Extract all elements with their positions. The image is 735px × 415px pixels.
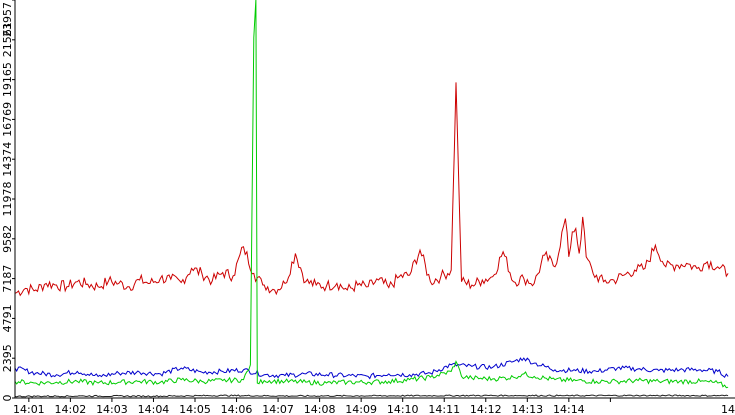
x-tick-label: 14:14 <box>553 403 585 415</box>
y-tick-label: 4791 <box>1 304 14 332</box>
x-axis-ticks: 14:01 14:02 14:03 14:04 14:05 14:06 14:07 14:08… <box>13 398 735 415</box>
y-tick-label: 2395 <box>1 344 14 372</box>
y-tick-label: 14374 <box>1 142 14 177</box>
series-line-2 <box>14 357 729 380</box>
y-tick-label: 23957 <box>1 2 14 37</box>
y-tick-label: 7187 <box>1 265 14 293</box>
x-tick-label: 14:12 <box>470 403 502 415</box>
x-tick-label: 14:05 <box>179 403 211 415</box>
series-line-1 <box>14 82 729 297</box>
y-tick-label: 0 <box>1 395 14 402</box>
x-tick-label: 14:08 <box>304 403 336 415</box>
x-tick-label: 14:02 <box>55 403 87 415</box>
x-tick-label: 14:13 <box>511 403 543 415</box>
y-tick-label: 21561 <box>1 22 14 57</box>
series-line-4 <box>14 394 729 398</box>
series-layer <box>14 0 729 398</box>
x-tick-label: 14:01 <box>13 403 45 415</box>
x-tick-label: 14:11 <box>428 403 460 415</box>
x-tick-label: 14:09 <box>345 403 377 415</box>
y-tick-label: 11978 <box>1 182 14 217</box>
x-tick-label: 14:10 <box>387 403 419 415</box>
series-line-3 <box>14 0 729 389</box>
x-tick-label: 14:03 <box>96 403 128 415</box>
y-tick-label: 9582 <box>1 225 14 253</box>
x-tick-label: 14:06 <box>221 403 253 415</box>
x-tick-label: 14 <box>721 403 735 415</box>
x-tick-label: 14:04 <box>138 403 170 415</box>
y-tick-label: 16769 <box>1 102 14 137</box>
y-axis-ticks: 0 2395 4791 7187 9582 11978 14374 16769 19165 215… <box>1 0 15 402</box>
y-tick-label: 19165 <box>1 62 14 97</box>
x-tick-label: 14:07 <box>262 403 294 415</box>
